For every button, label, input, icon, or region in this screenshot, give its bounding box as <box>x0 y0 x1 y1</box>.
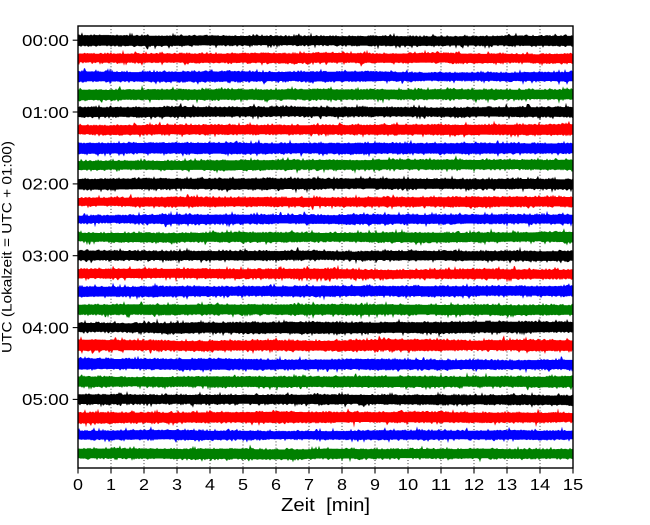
svg-text:02:00: 02:00 <box>22 177 69 194</box>
svg-text:10: 10 <box>398 477 419 494</box>
svg-text:04:00: 04:00 <box>22 320 69 337</box>
svg-text:6: 6 <box>271 477 281 494</box>
svg-text:00:00: 00:00 <box>22 33 69 50</box>
svg-text:4: 4 <box>205 477 215 494</box>
svg-text:Zeit [min]: Zeit [min] <box>281 495 370 515</box>
svg-text:2: 2 <box>139 477 149 494</box>
svg-text:7: 7 <box>304 477 314 494</box>
svg-text:13: 13 <box>497 477 518 494</box>
svg-text:1: 1 <box>106 477 116 494</box>
svg-text:15: 15 <box>563 477 584 494</box>
svg-text:9: 9 <box>370 477 380 494</box>
svg-text:5: 5 <box>238 477 248 494</box>
svg-text:0: 0 <box>73 477 83 494</box>
svg-text:8: 8 <box>337 477 347 494</box>
svg-text:3: 3 <box>172 477 182 494</box>
svg-text:14: 14 <box>530 477 551 494</box>
svg-text:11: 11 <box>431 477 452 494</box>
svg-text:05:00: 05:00 <box>22 392 69 409</box>
svg-text:01:00: 01:00 <box>22 105 69 122</box>
svg-text:UTC (Lokalzeit = UTC + 01:00): UTC (Lokalzeit = UTC + 01:00) <box>0 141 15 353</box>
svg-text:12: 12 <box>464 477 485 494</box>
svg-text:03:00: 03:00 <box>22 249 69 266</box>
